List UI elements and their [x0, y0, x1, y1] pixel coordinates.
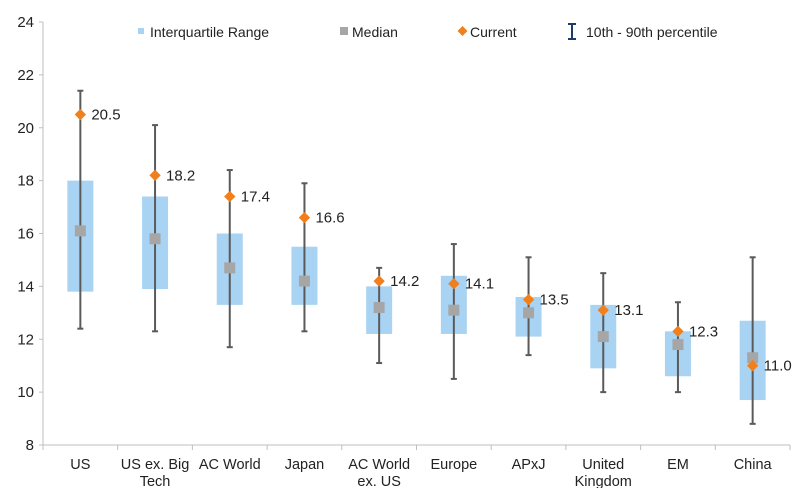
current-marker — [597, 304, 609, 316]
current-value-label: 14.1 — [465, 276, 494, 293]
y-tick-label: 22 — [17, 67, 34, 84]
median-marker — [747, 352, 759, 364]
current-value-label: 16.6 — [315, 210, 344, 227]
current-value-label: 13.5 — [540, 292, 569, 309]
legend-whisker-label: 10th - 90th percentile — [586, 24, 718, 40]
current-value-label: 20.5 — [91, 107, 120, 124]
legend-median-swatch — [340, 27, 348, 35]
x-category-label: US — [70, 457, 90, 473]
y-tick-label: 24 — [17, 14, 34, 31]
current-value-label: 12.3 — [689, 323, 718, 340]
median-marker — [373, 302, 385, 314]
current-marker — [522, 293, 535, 306]
y-tick-label: 16 — [17, 226, 34, 243]
legend-iqr-label: Interquartile Range — [150, 24, 269, 40]
y-tick-label: 14 — [17, 278, 34, 295]
legend-median-label: Median — [352, 24, 398, 40]
current-marker — [746, 360, 759, 372]
current-marker — [74, 108, 87, 121]
x-category-label: United Kingdom — [575, 457, 632, 488]
current-value-label: 18.2 — [166, 167, 195, 184]
legend-iqr-swatch — [138, 28, 144, 34]
x-category-label: AC World — [199, 457, 261, 473]
current-marker — [224, 190, 236, 203]
x-category-label: Europe — [430, 457, 477, 473]
median-marker — [298, 275, 310, 287]
current-value-label: 17.4 — [241, 188, 270, 205]
current-marker — [448, 278, 460, 290]
current-marker — [373, 275, 385, 287]
median-marker — [597, 331, 609, 343]
y-tick-label: 20 — [17, 120, 34, 137]
legend: Interquartile Range Median Current 10th … — [138, 23, 718, 40]
x-category-label: China — [734, 457, 773, 473]
legend-current-swatch — [457, 26, 468, 36]
median-marker — [672, 339, 684, 351]
median-marker — [224, 262, 236, 274]
current-marker — [672, 325, 684, 337]
current-marker — [298, 211, 311, 224]
y-tick-label: 18 — [17, 173, 34, 190]
x-category-label: EM — [667, 457, 689, 473]
median-marker — [149, 233, 161, 245]
y-tick-label: 10 — [17, 384, 34, 401]
x-category-label: Japan — [285, 457, 325, 473]
current-marker — [149, 169, 161, 181]
current-value-label: 13.1 — [614, 302, 643, 319]
current-value-label: 14.2 — [390, 273, 419, 290]
median-marker — [448, 304, 460, 316]
median-marker — [74, 225, 86, 237]
legend-current-label: Current — [470, 24, 517, 40]
y-tick-label: 8 — [26, 437, 34, 454]
x-category-label: APxJ — [512, 457, 546, 473]
x-category-label: AC World ex. US — [348, 457, 410, 488]
y-tick-label: 12 — [17, 331, 34, 348]
median-marker — [523, 307, 535, 319]
x-category-label: US ex. Big Tech — [121, 457, 190, 488]
legend-whisker-swatch — [568, 23, 576, 40]
current-value-label: 11.0 — [764, 358, 792, 375]
